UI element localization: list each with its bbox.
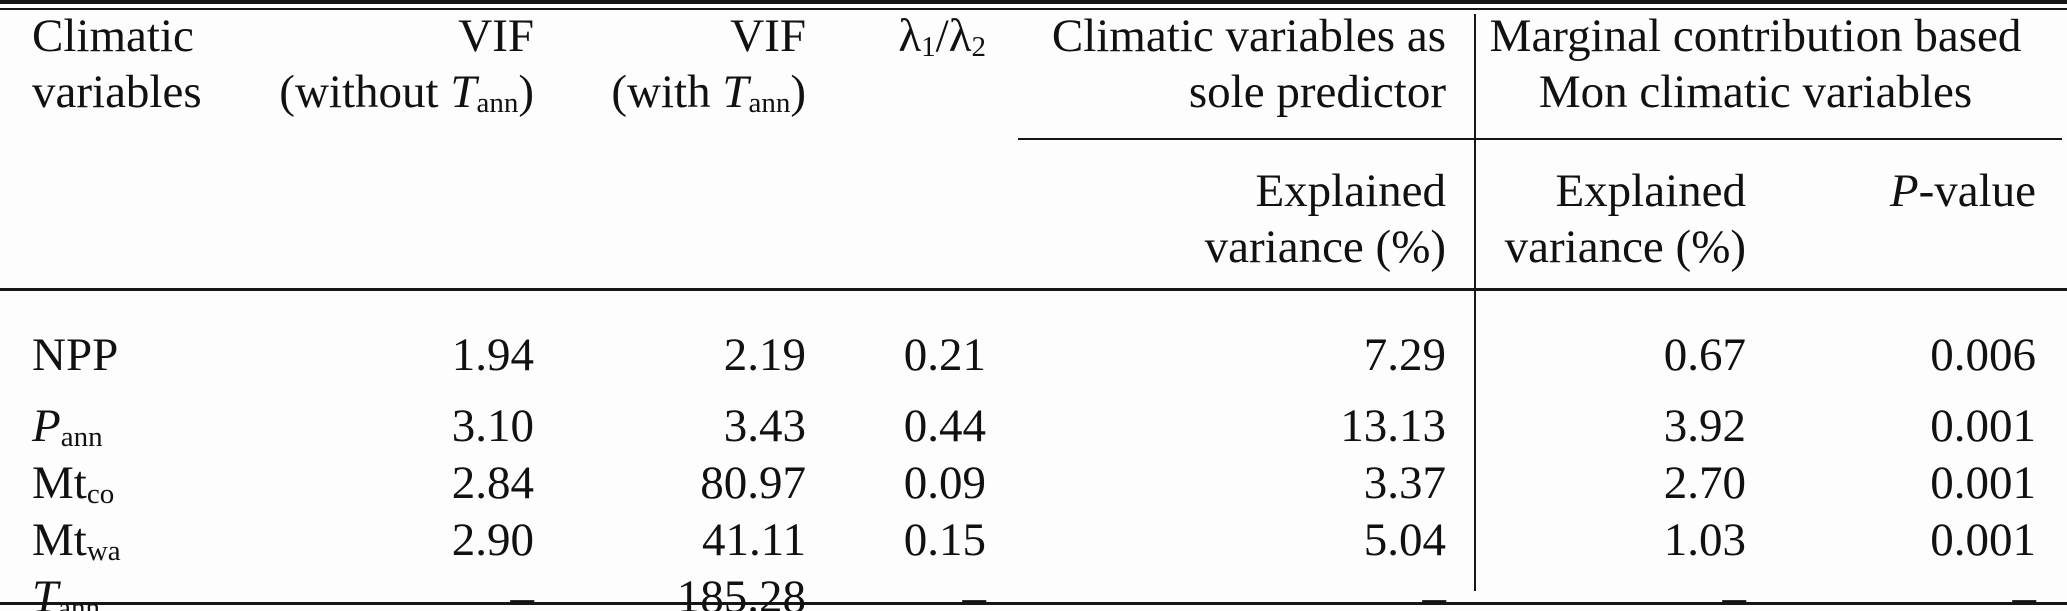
- header-p-value: P-value: [1889, 165, 2036, 217]
- cell-vif-without: 1.94: [451, 329, 534, 381]
- subheader-explained-variance-sole: Explained variance (%): [1204, 165, 1446, 273]
- header-vif-without-tann: VIF (without Tann): [279, 10, 534, 119]
- cell-explained-variance-sole: 3.37: [1363, 457, 1446, 509]
- cell-lambda-ratio: –: [962, 571, 987, 611]
- group-header-sole-predictor: Climatic variables as sole predictor: [1051, 10, 1446, 118]
- cell-p-value: 0.006: [1930, 329, 2036, 381]
- cell-lambda-ratio: 0.15: [903, 514, 986, 566]
- cell-vif-with: 41.11: [701, 514, 806, 566]
- cell-vif-without: 2.84: [451, 457, 534, 509]
- row-label-mtwa: Mtwa: [32, 514, 121, 567]
- cell-explained-variance-sole: 5.04: [1363, 514, 1446, 566]
- cell-vif-without: 2.90: [451, 514, 534, 566]
- cell-vif-with: 2.19: [723, 329, 806, 381]
- table-row-npp: NPP 1.94 2.19 0.21 7.29 0.67 0.006: [0, 313, 2067, 398]
- cell-vif-with: 185.28: [676, 571, 806, 611]
- cell-explained-variance-marginal: –: [1722, 571, 1747, 611]
- header-vif-with-tann: VIF (with Tann): [611, 10, 806, 119]
- group-header-underline-rule: [1018, 138, 2062, 140]
- header-climatic-variables: Climatic variables: [32, 10, 202, 118]
- cell-p-value: 0.001: [1930, 457, 2036, 509]
- cell-explained-variance-sole: –: [1422, 571, 1447, 611]
- cell-p-value: –: [2012, 571, 2037, 611]
- cell-p-value: 0.001: [1930, 400, 2036, 452]
- header-body-separator-rule: [0, 288, 2067, 291]
- cell-lambda-ratio: 0.09: [903, 457, 986, 509]
- cell-explained-variance-marginal: 2.70: [1663, 457, 1746, 509]
- cell-explained-variance-sole: 13.13: [1340, 400, 1446, 452]
- cell-explained-variance-marginal: 3.92: [1663, 400, 1746, 452]
- cell-explained-variance-marginal: 0.67: [1663, 329, 1746, 381]
- cell-vif-with: 80.97: [700, 457, 806, 509]
- cell-explained-variance-sole: 7.29: [1363, 329, 1446, 381]
- cell-lambda-ratio: 0.21: [903, 329, 986, 381]
- row-label-pann: Pann: [32, 400, 103, 453]
- cell-p-value: 0.001: [1930, 514, 2036, 566]
- top-rule-thin: [0, 8, 2067, 10]
- group-header-marginal-contribution: Marginal contribution based Mon climatic…: [1489, 10, 2022, 118]
- table-row-mtco: Mtco 2.84 80.97 0.09 3.37 2.70 0.001: [0, 455, 2067, 512]
- header-lambda-ratio: λ1/λ2: [898, 10, 986, 63]
- cell-explained-variance-marginal: 1.03: [1663, 514, 1746, 566]
- table-row-mtwa: Mtwa 2.90 41.11 0.15 5.04 1.03 0.001: [0, 512, 2067, 569]
- subheader-explained-variance-marginal: Explained variance (%): [1504, 165, 1746, 273]
- cell-lambda-ratio: 0.44: [903, 400, 986, 452]
- bottom-rule: [0, 602, 2067, 605]
- row-label-npp: NPP: [32, 329, 119, 381]
- column-divider-rule: [1474, 14, 1476, 591]
- cell-vif-with: 3.43: [723, 400, 806, 452]
- table-row-pann: Pann 3.10 3.43 0.44 13.13 3.92 0.001: [0, 398, 2067, 455]
- top-rule-thick: [0, 0, 2067, 4]
- row-label-mtco: Mtco: [32, 457, 115, 510]
- cell-vif-without: –: [510, 571, 535, 611]
- cell-vif-without: 3.10: [451, 400, 534, 452]
- row-label-tann: Tann: [32, 571, 101, 611]
- table-row-tann: Tann – 185.28 – – – –: [0, 569, 2067, 611]
